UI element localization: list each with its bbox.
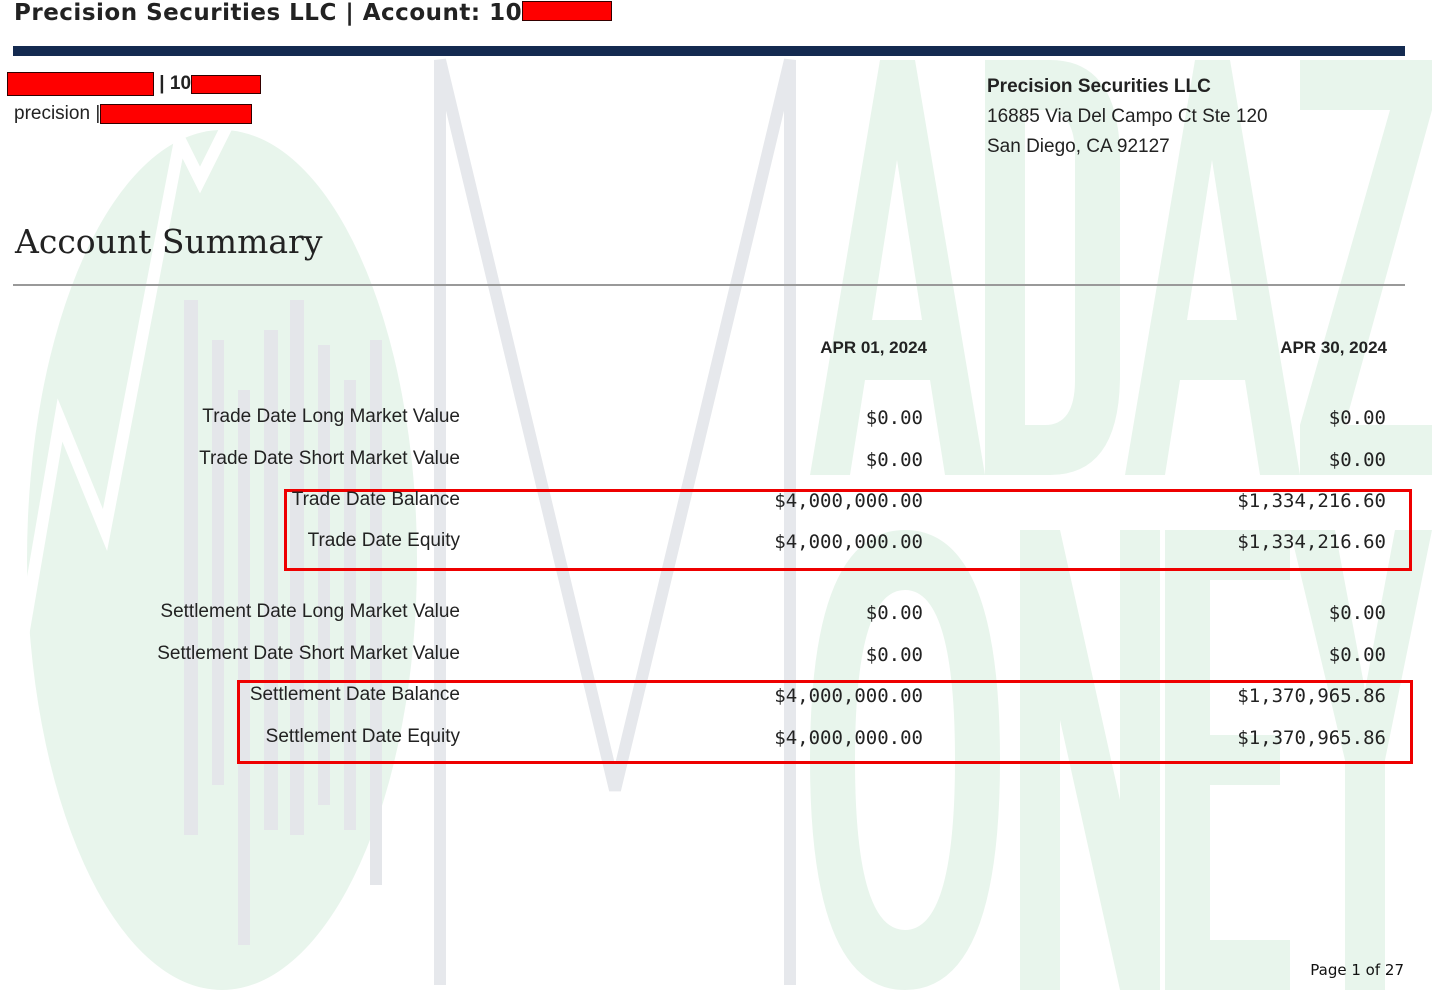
redacted-name bbox=[7, 72, 154, 96]
row-label: Trade Date Short Market Value bbox=[199, 448, 460, 469]
row-value-start: $0.00 bbox=[865, 449, 923, 471]
row-value-end: $0.00 bbox=[1328, 644, 1386, 666]
row-value-start: $4,000,000.00 bbox=[774, 531, 923, 553]
redacted-account-number bbox=[191, 74, 262, 94]
redacted-user bbox=[100, 103, 253, 124]
row-value-end: $0.00 bbox=[1328, 602, 1386, 624]
row-label: Trade Date Equity bbox=[307, 530, 460, 551]
title-text: Precision Securities LLC | Account: 10 bbox=[14, 0, 523, 26]
account-line: | 10 bbox=[7, 72, 262, 96]
header-bar bbox=[13, 46, 1405, 56]
row-value-end: $1,334,216.60 bbox=[1237, 531, 1386, 553]
highlight-box-trade bbox=[284, 489, 1412, 571]
user-line: precision | bbox=[14, 103, 253, 125]
watermark-lettering bbox=[810, 60, 1432, 990]
firm-address-line1: 16885 Via Del Campo Ct Ste 120 bbox=[987, 106, 1268, 127]
row-label: Settlement Date Long Market Value bbox=[160, 601, 460, 622]
document-title: Precision Securities LLC | Account: 10 bbox=[14, 0, 613, 26]
account-prefix: | 10 bbox=[159, 73, 192, 95]
section-divider bbox=[13, 284, 1405, 286]
row-label: Trade Date Long Market Value bbox=[202, 406, 460, 427]
row-label: Settlement Date Short Market Value bbox=[157, 643, 460, 664]
row-label: Settlement Date Equity bbox=[265, 726, 460, 747]
row-value-start: $4,000,000.00 bbox=[774, 685, 923, 707]
row-label: Trade Date Balance bbox=[291, 489, 460, 510]
row-value-end: $0.00 bbox=[1328, 407, 1386, 429]
row-value-end: $0.00 bbox=[1328, 449, 1386, 471]
highlight-box-settlement bbox=[237, 680, 1413, 764]
row-value-end: $1,370,965.86 bbox=[1237, 685, 1386, 707]
column-header-end: APR 30, 2024 bbox=[1280, 338, 1387, 357]
row-value-end: $1,370,965.86 bbox=[1237, 727, 1386, 749]
redacted-account bbox=[522, 0, 613, 21]
row-value-start: $4,000,000.00 bbox=[774, 490, 923, 512]
row-value-start: $0.00 bbox=[865, 602, 923, 624]
column-header-start: APR 01, 2024 bbox=[820, 338, 927, 357]
row-label: Settlement Date Balance bbox=[249, 684, 460, 705]
firm-address-line2: San Diego, CA 92127 bbox=[987, 136, 1170, 157]
page-number: Page 1 of 27 bbox=[1310, 961, 1404, 979]
row-value-start: $4,000,000.00 bbox=[774, 727, 923, 749]
section-title: Account Summary bbox=[15, 222, 323, 261]
user-prefix: precision | bbox=[14, 103, 101, 124]
firm-address: Precision Securities LLC 16885 Via Del C… bbox=[987, 72, 1268, 162]
row-value-start: $0.00 bbox=[865, 644, 923, 666]
row-value-start: $0.00 bbox=[865, 407, 923, 429]
firm-name: Precision Securities LLC bbox=[987, 76, 1211, 97]
row-value-end: $1,334,216.60 bbox=[1237, 490, 1386, 512]
